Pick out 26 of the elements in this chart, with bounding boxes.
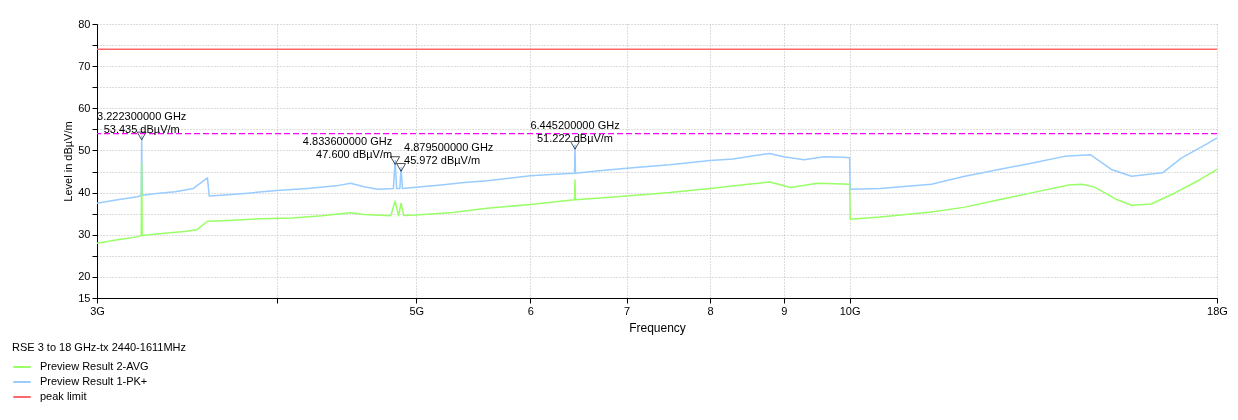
x-tick-label: 9: [781, 304, 788, 317]
y-tick-label: 15: [78, 291, 91, 304]
annotation: 4.833600000 GHz 47.600 dBµV/m: [302, 134, 393, 160]
y-tick-label: 50: [78, 143, 91, 156]
y-tick-label: 30: [78, 228, 91, 241]
x-tick-label: 7: [624, 304, 631, 317]
y-axis-title: Level in dBµV/m: [62, 121, 75, 202]
x-tick-label: 10G: [839, 304, 861, 317]
annotation: 4.879500000 GHz 45.972 dBµV/m: [404, 141, 494, 167]
y-tick-label: 80: [78, 17, 91, 30]
legend-label: peak limit: [40, 390, 87, 402]
x-tick-label: 8: [707, 304, 714, 317]
x-tick-label: 5G: [409, 304, 425, 317]
y-tick-label: 70: [78, 59, 91, 72]
x-axis-title: Frequency: [629, 320, 686, 335]
x-tick-label: 18G: [1207, 304, 1228, 317]
legend-title: RSE 3 to 18 GHz-tx 2440-1611MHz: [12, 341, 187, 353]
y-tick-label: 20: [78, 270, 91, 283]
legend-label: Preview Result 1-PK+: [40, 375, 148, 387]
y-tick-label: 40: [78, 186, 91, 199]
annotation: 6.445200000 GHz 51.222 dBµV/m: [530, 119, 620, 145]
legend-label: Preview Result 2-AVG: [40, 360, 149, 372]
y-tick-label: 60: [78, 101, 91, 114]
x-tick-label: 3G: [90, 304, 105, 317]
annotation: 3.222300000 GHz 53.435 dBµV/m: [97, 109, 187, 135]
x-tick-label: 6: [527, 304, 534, 317]
